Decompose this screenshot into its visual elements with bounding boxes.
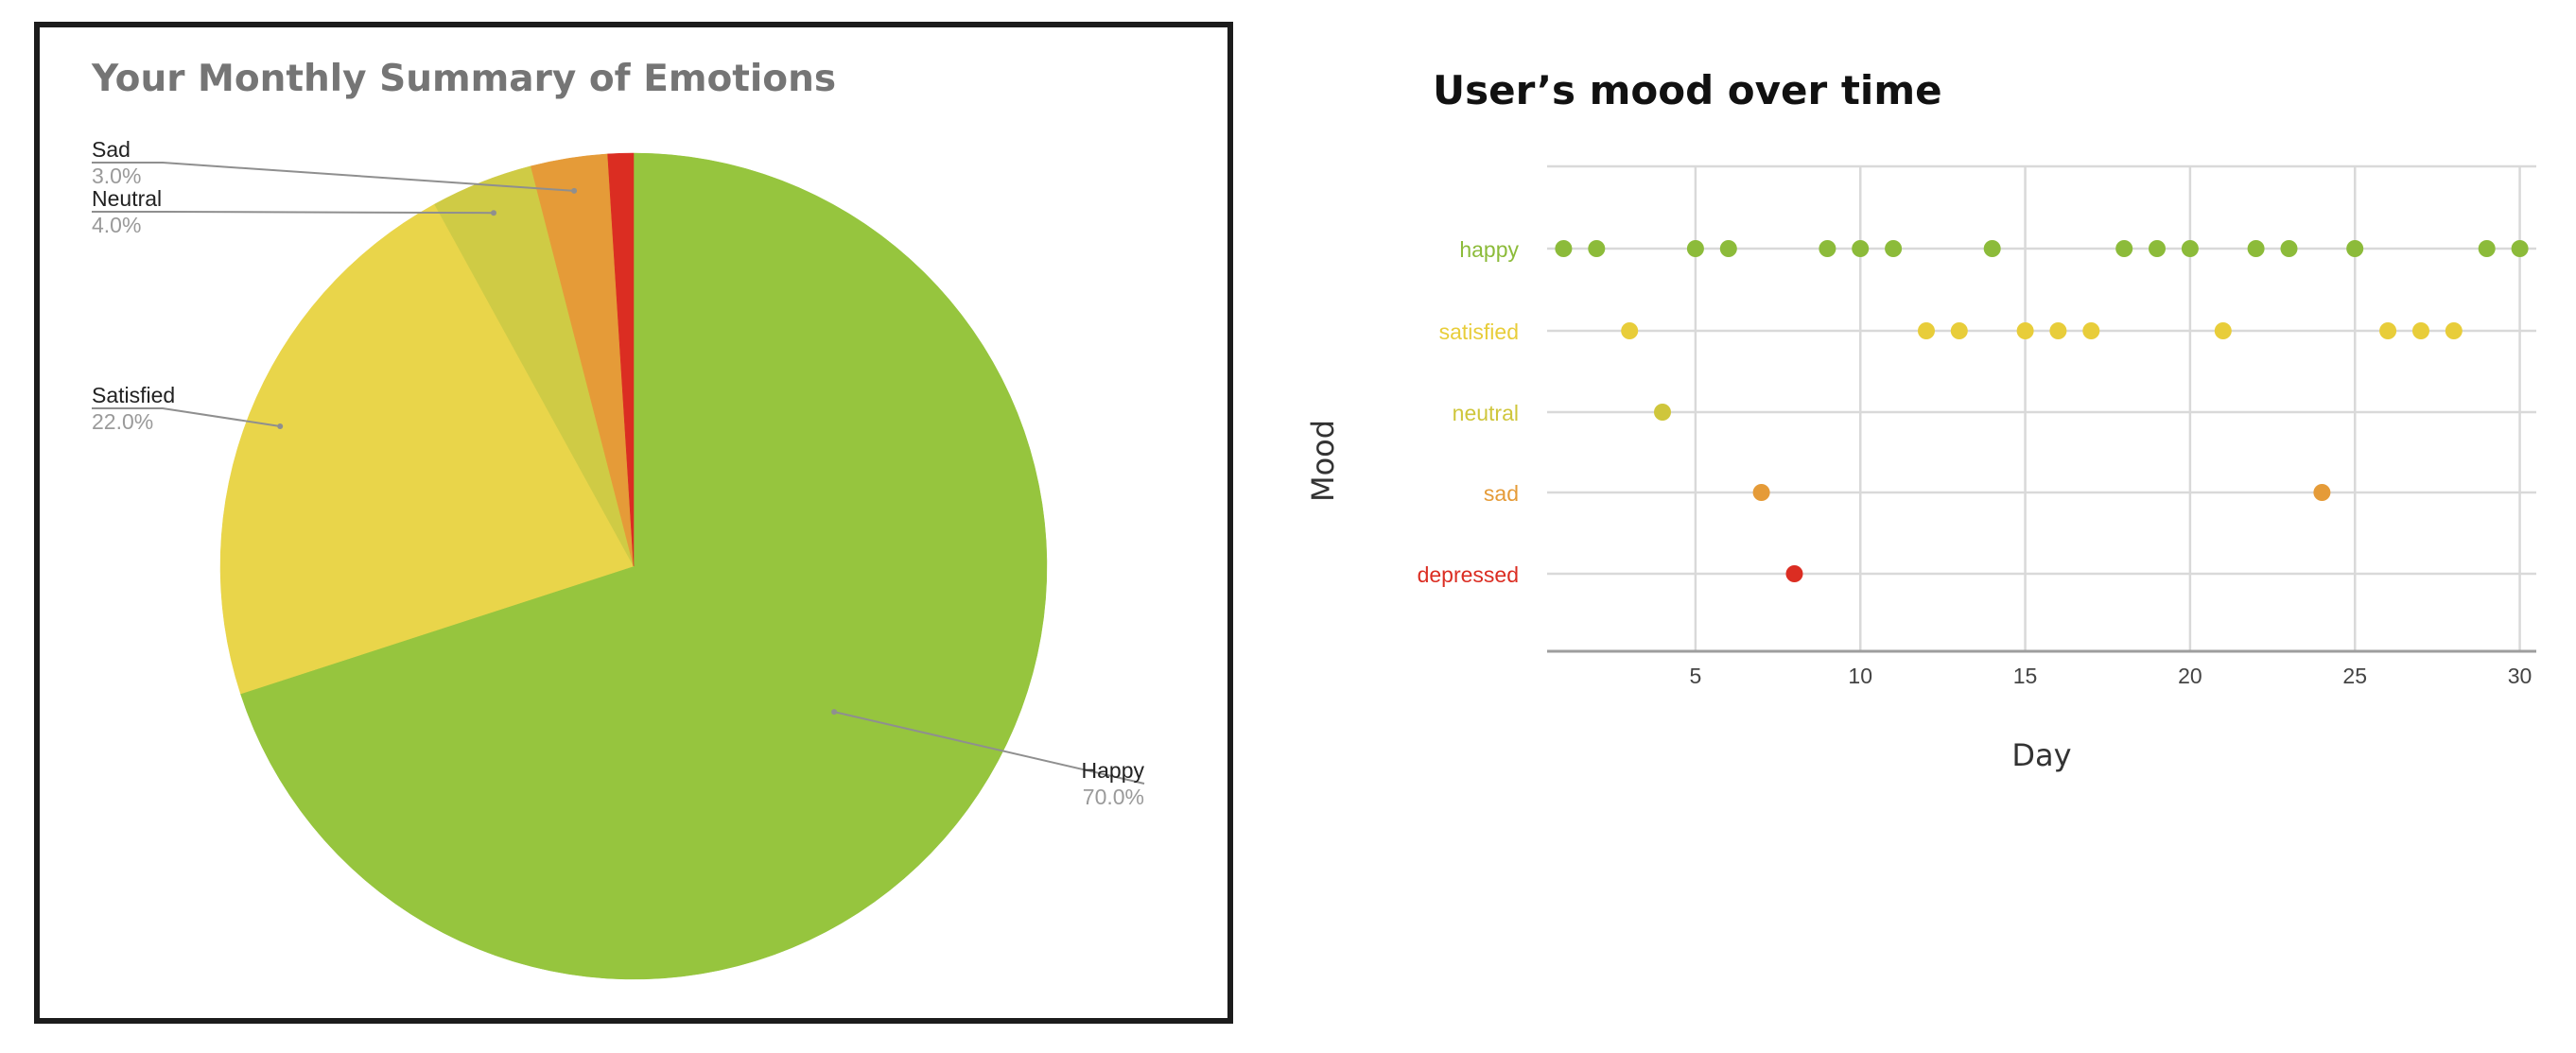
leader-dot-sad <box>571 187 578 194</box>
mood-point-day-12 <box>1918 322 1935 339</box>
x-tick-label-25: 25 <box>2342 664 2367 688</box>
mood-point-day-1 <box>1555 240 1573 257</box>
pie-slice-satisfied <box>219 203 635 695</box>
emotion-summary-panel: Your Monthly Summary of Emotions Happy 70… <box>34 22 1233 1024</box>
mood-over-time-panel: User’s mood over time 5 10 15 20 25 30 happy sa… <box>1305 38 2563 1021</box>
mood-point-day-25 <box>2346 240 2364 257</box>
leader-line-happy <box>833 711 1145 785</box>
mood-point-day-7 <box>1752 484 1770 501</box>
leader-line-neutral <box>92 211 495 215</box>
leader-dot-neutral <box>491 210 496 216</box>
y-tick-label-satisfied: satisfied <box>1439 319 1519 344</box>
mood-point-day-27 <box>2412 322 2429 339</box>
mood-point-day-20 <box>2181 240 2199 257</box>
emotion-pie-chart: Your Monthly Summary of Emotions Happy70… <box>91 58 1145 980</box>
mood-point-day-24 <box>2313 484 2331 501</box>
slice-label-satisfied: Satisfied <box>92 383 175 407</box>
mood-point-day-14 <box>1983 240 2001 257</box>
x-tick-label-10: 10 <box>1848 664 1872 688</box>
pie-slice-unlabeled-4 <box>607 152 635 567</box>
mood-point-day-18 <box>2115 240 2133 257</box>
leader-dot-satisfied <box>277 423 284 429</box>
y-tick-label-happy: happy <box>1459 237 1519 262</box>
mood-point-day-29 <box>2478 240 2496 257</box>
slice-percent-happy: 70.0% <box>1083 785 1144 809</box>
pie-chart-title: Your Monthly Summary of Emotions <box>91 58 836 100</box>
leader-line-sad <box>92 162 575 192</box>
mood-point-day-17 <box>2082 322 2100 339</box>
x-axis-title: Day <box>2011 737 2071 773</box>
slice-label-happy: Happy <box>1082 758 1145 783</box>
x-tick-label-30: 30 <box>2508 664 2532 688</box>
y-tick-label-depressed: depressed <box>1418 562 1519 587</box>
mood-point-day-3 <box>1621 322 1639 339</box>
x-tick-label-15: 15 <box>2013 664 2038 688</box>
mood-point-day-9 <box>1819 240 1836 257</box>
mood-point-day-16 <box>2049 322 2067 339</box>
mood-point-day-5 <box>1686 240 1704 257</box>
y-tick-label-neutral: neutral <box>1453 401 1519 425</box>
mood-point-day-13 <box>1950 322 1968 339</box>
mood-point-day-28 <box>2445 322 2463 339</box>
mood-point-day-2 <box>1588 240 1606 257</box>
leader-dot-happy <box>831 709 838 716</box>
slice-percent-satisfied: 22.0% <box>92 409 153 434</box>
mood-point-day-15 <box>2016 322 2034 339</box>
mood-point-day-22 <box>2247 240 2265 257</box>
mood-point-day-6 <box>1719 240 1737 257</box>
y-tick-label-sad: sad <box>1484 481 1519 506</box>
x-tick-label-20: 20 <box>2178 664 2202 688</box>
x-tick-label-5: 5 <box>1690 664 1702 688</box>
mood-point-day-10 <box>1852 240 1870 257</box>
mood-point-day-4 <box>1654 404 1671 421</box>
mood-point-day-11 <box>1885 240 1903 257</box>
pie-slice-happy <box>240 152 1048 980</box>
mood-scatter-chart: User’s mood over time 5 10 15 20 25 30 happy sa… <box>1305 67 2536 773</box>
slice-percent-sad: 3.0% <box>92 164 141 188</box>
slice-percent-neutral: 4.0% <box>92 213 141 237</box>
slice-label-sad: Sad <box>92 137 131 162</box>
mood-point-day-23 <box>2280 240 2298 257</box>
leader-line-satisfied <box>92 407 281 427</box>
mood-point-day-30 <box>2511 240 2529 257</box>
y-axis-title: Mood <box>1305 420 1341 502</box>
mood-point-day-19 <box>2149 240 2166 257</box>
mood-point-day-8 <box>1785 565 1803 582</box>
slice-label-neutral: Neutral <box>92 186 162 211</box>
mood-point-day-26 <box>2379 322 2397 339</box>
mood-point-day-21 <box>2214 322 2232 339</box>
scatter-chart-title: User’s mood over time <box>1433 67 1942 113</box>
